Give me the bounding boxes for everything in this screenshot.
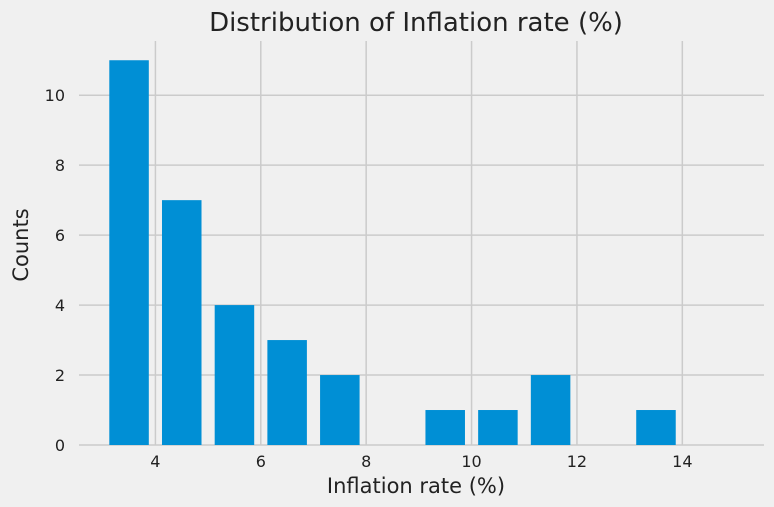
histogram-bar (109, 60, 149, 445)
x-tick-label: 4 (150, 452, 160, 471)
y-tick-label: 6 (55, 226, 65, 245)
y-tick-label: 0 (55, 436, 65, 455)
histogram-bar (214, 305, 255, 445)
x-tick-label: 14 (672, 452, 692, 471)
x-tick-label: 12 (567, 452, 587, 471)
histogram-bar (320, 375, 360, 445)
chart-title: Distribution of Inflation rate (%) (209, 8, 623, 38)
bars (109, 60, 676, 445)
y-tick-labels: 0 2 4 6 8 10 (45, 86, 65, 455)
histogram-bar (636, 410, 676, 445)
x-tick-label: 6 (256, 452, 266, 471)
y-tick-label: 8 (55, 156, 65, 175)
histogram-bar (267, 340, 307, 445)
y-axis-title: Counts (9, 208, 33, 281)
histogram-bar (161, 200, 202, 445)
histogram-bar (478, 410, 518, 445)
x-tick-label: 10 (461, 452, 481, 471)
x-tick-label: 8 (361, 452, 371, 471)
y-tick-label: 2 (55, 366, 65, 385)
histogram-bar (530, 375, 571, 445)
x-tick-labels: 4 6 8 10 12 14 (150, 452, 692, 471)
y-tick-label: 10 (45, 86, 65, 105)
y-tick-label: 4 (55, 296, 65, 315)
histogram-bar (425, 410, 465, 445)
x-axis-title: Inflation rate (%) (327, 474, 505, 498)
